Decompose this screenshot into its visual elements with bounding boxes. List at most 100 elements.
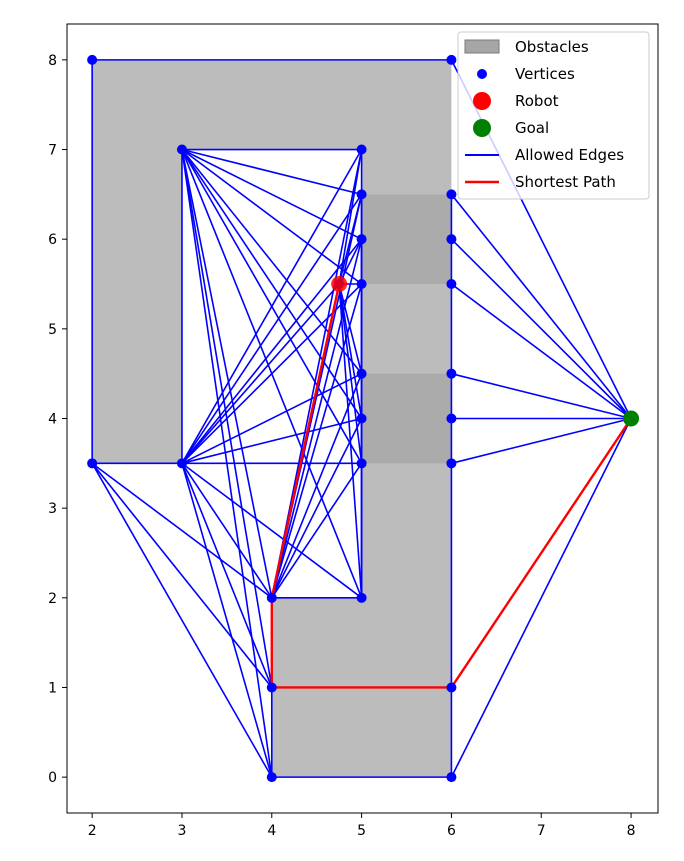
ticks-layer: 2 3 4 5 6 7 8 0 1 2 3 4 5 6 7 8 (48, 53, 635, 839)
allowed-edge (181, 149, 273, 598)
y-tick-label: 1 (48, 680, 57, 696)
shortest-path-segment (450, 417, 633, 689)
allowed-edge (450, 283, 632, 420)
vertices-layer (87, 54, 637, 783)
allowed-edge (451, 372, 632, 420)
allowed-edge (181, 149, 363, 419)
allowed-edge (271, 418, 363, 599)
vertex-point (176, 458, 187, 469)
allowed-edge (181, 283, 340, 464)
legend-goal-marker (473, 119, 491, 137)
allowed-edge (338, 283, 363, 374)
vertex-point (266, 772, 277, 783)
obstacle-polygon (271, 194, 452, 778)
legend-box (457, 31, 650, 200)
vertex-point (176, 144, 187, 155)
vertex-point (446, 54, 457, 65)
y-tick-label: 8 (48, 53, 57, 69)
x-tick-label: 8 (627, 823, 636, 839)
vertex-point (446, 413, 457, 424)
y-tick-label: 3 (48, 501, 57, 517)
shortest-path-segment (270, 282, 341, 600)
vertex-point (356, 458, 367, 469)
allowed-edge (181, 463, 273, 778)
legend-label: Shortest Path (515, 173, 616, 191)
vertex-point (446, 279, 457, 290)
x-tick-label: 4 (267, 823, 276, 839)
y-tick-label: 2 (48, 591, 57, 607)
allowed-edge (181, 148, 363, 285)
vertex-point (356, 592, 367, 603)
x-tick-label: 3 (178, 823, 187, 839)
obstacle-polygon (361, 194, 452, 285)
allowed-edge (181, 462, 363, 599)
legend-label: Goal (515, 119, 549, 137)
allowed-edge (181, 417, 362, 465)
vertex-point (446, 368, 457, 379)
allowed-edge (181, 462, 273, 599)
allowed-edge (338, 283, 363, 464)
legend-vertices-marker (477, 69, 487, 79)
goal-marker (623, 410, 640, 427)
vertex-point (356, 189, 367, 200)
legend-label: Vertices (515, 65, 575, 83)
y-tick-label: 6 (48, 232, 57, 248)
vertex-point (356, 368, 367, 379)
edges-layer (91, 59, 632, 778)
vertex-point (356, 234, 367, 245)
allowed-edge (91, 462, 273, 778)
allowed-edge (338, 238, 363, 285)
allowed-edge (338, 283, 363, 598)
y-tick-label: 4 (48, 412, 57, 428)
obstacle-polygon (361, 373, 452, 464)
allowed-edge (271, 283, 363, 599)
allowed-edge (91, 462, 273, 599)
legend-obstacles-swatch (464, 39, 500, 54)
vertex-point (87, 458, 98, 469)
allowed-edge (271, 238, 363, 599)
vertex-point (446, 234, 457, 245)
vertex-point (266, 592, 277, 603)
allowed-edge (181, 463, 273, 688)
x-tick-label: 2 (88, 823, 97, 839)
x-tick-label: 6 (447, 823, 456, 839)
vertex-point (446, 458, 457, 469)
y-tick-label: 0 (48, 770, 57, 786)
allowed-edge (91, 462, 273, 688)
robot-goal-layer (331, 276, 640, 427)
shortest-path-layer (270, 282, 633, 689)
vertex-point (356, 413, 367, 424)
y-tick-label: 5 (48, 322, 57, 338)
allowed-edge (181, 149, 363, 464)
x-tick-label: 7 (537, 823, 546, 839)
allowed-edge (181, 193, 363, 464)
vertex-point (266, 682, 277, 693)
allowed-edge (338, 149, 363, 285)
allowed-edge (271, 373, 363, 599)
vertex-point (446, 189, 457, 200)
allowed-edge (450, 193, 632, 420)
allowed-edge (181, 372, 362, 465)
allowed-edge (338, 283, 363, 419)
allowed-edge (450, 418, 632, 778)
legend-label: Robot (515, 92, 559, 110)
allowed-edge (451, 417, 632, 465)
allowed-edge (181, 148, 362, 196)
allowed-edge (450, 238, 632, 420)
vertex-point (356, 279, 367, 290)
legend: Obstacles Vertices Robot Goal Allowed Edges S… (457, 31, 650, 200)
robot-marker (331, 276, 348, 293)
x-tick-label: 5 (357, 823, 366, 839)
vertex-point (446, 772, 457, 783)
allowed-edge (181, 148, 362, 240)
vertex-point (356, 144, 367, 155)
allowed-edge (271, 462, 363, 599)
y-tick-label: 7 (48, 143, 57, 159)
vertex-point (446, 682, 457, 693)
allowed-edge (338, 194, 363, 285)
vertex-point (87, 54, 98, 65)
legend-label: Obstacles (515, 38, 589, 56)
legend-robot-marker (473, 92, 491, 110)
legend-label: Allowed Edges (515, 146, 624, 164)
